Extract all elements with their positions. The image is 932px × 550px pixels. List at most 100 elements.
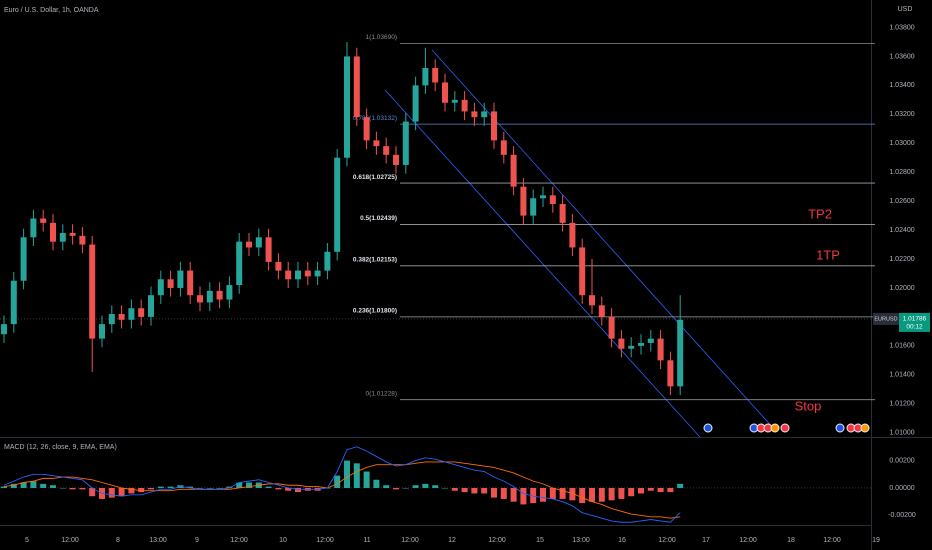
event-icon[interactable] — [780, 423, 790, 433]
histogram-bar — [69, 487, 76, 490]
histogram-bar — [618, 487, 625, 499]
x-tick-label: 12 — [448, 537, 456, 544]
candle-body — [30, 218, 37, 238]
candle-body — [393, 154, 399, 165]
y-tick-label: 0.00000 — [889, 485, 914, 492]
y-tick-label: -0.00200 — [888, 512, 916, 519]
fib-label: 1(1.03690) — [366, 34, 397, 41]
histogram-bar — [236, 482, 243, 488]
histogram-bar — [638, 487, 644, 494]
candle-body — [363, 117, 370, 141]
candle-body — [128, 308, 135, 320]
fib-label: 0.618(1.02725) — [353, 174, 397, 181]
candle-body — [647, 338, 654, 343]
histogram-bar — [677, 483, 684, 488]
x-tick-label: 12:00 — [316, 537, 334, 544]
candle-body — [589, 295, 595, 306]
x-tick-label: 18 — [787, 537, 795, 544]
candle-body — [481, 111, 488, 118]
fib-label: 0.236(1.01800) — [353, 308, 397, 315]
x-tick-label: 17 — [702, 537, 710, 544]
event-icon[interactable] — [703, 423, 713, 433]
candle-body — [608, 316, 615, 339]
histogram-bar — [432, 485, 439, 488]
candle-body — [579, 247, 586, 296]
histogram-bar — [157, 486, 164, 488]
histogram-bar — [10, 483, 17, 488]
candle-body — [549, 195, 556, 205]
histogram-bar — [628, 487, 635, 497]
histogram-bar — [373, 479, 380, 488]
histogram-bar — [30, 481, 37, 488]
annotation: TP2 — [808, 206, 832, 221]
candle-body — [216, 290, 223, 300]
event-icon[interactable] — [860, 423, 870, 433]
candle-body — [206, 290, 213, 303]
candle-body — [442, 82, 448, 103]
candle-body — [148, 295, 154, 317]
event-icon[interactable] — [770, 423, 780, 433]
y-tick-label: 1.02800 — [889, 169, 914, 176]
x-tick-label: 15 — [536, 537, 544, 544]
x-tick-label: 13:00 — [572, 537, 590, 544]
x-tick-label: 11 — [363, 537, 370, 544]
histogram-bar — [451, 487, 458, 491]
candle-body — [118, 314, 125, 320]
histogram-bar — [265, 486, 272, 488]
candle-body — [304, 270, 311, 277]
histogram-bar — [461, 487, 468, 493]
candle-body — [59, 232, 66, 242]
histogram-bar — [559, 487, 566, 499]
candle-body — [99, 324, 105, 339]
candle-body — [657, 338, 664, 361]
candle-body — [618, 338, 625, 349]
histogram-bar — [402, 487, 409, 489]
histogram-bar — [138, 487, 145, 493]
candle-body — [667, 360, 674, 387]
candle-body — [402, 121, 409, 165]
candle-body — [598, 305, 605, 317]
candle-body — [638, 342, 644, 346]
annotation: Stop — [795, 398, 822, 413]
indicator-title: MACD (12, 26, close, 9, EMA, EMA) — [4, 444, 117, 451]
x-tick-label: 12:00 — [401, 537, 419, 544]
symbol-badge — [873, 312, 899, 325]
x-tick-label: 12:00 — [823, 537, 841, 544]
symbol-label: EURUSD — [874, 316, 897, 322]
candle-body — [40, 218, 47, 223]
candle-body — [236, 241, 243, 286]
candle-body — [412, 85, 419, 122]
y-tick-label: 1.03600 — [889, 53, 914, 60]
histogram-bar — [579, 487, 586, 504]
histogram-bar — [442, 487, 448, 489]
y-tick-label: 1.02000 — [889, 285, 914, 292]
candle-body — [559, 204, 566, 223]
y-tick-label: 1.03200 — [889, 111, 914, 118]
y-tick-label: 1.01400 — [889, 372, 914, 379]
candle-body — [69, 232, 76, 236]
candle-body — [246, 241, 252, 248]
histogram-bar — [393, 487, 399, 490]
candle-body — [569, 222, 576, 248]
candle-body — [285, 270, 292, 280]
histogram-bar — [481, 487, 488, 494]
price-label: 1.01786 — [903, 316, 927, 323]
candle-body — [226, 285, 233, 300]
histogram-bar — [589, 487, 595, 502]
y-tick-label: 1.02600 — [889, 198, 914, 205]
event-icon[interactable] — [835, 423, 845, 433]
histogram-bar — [500, 487, 507, 499]
histogram-bar — [598, 487, 605, 502]
candle-body — [422, 68, 429, 86]
histogram-bar — [197, 487, 203, 489]
candle-body — [324, 251, 331, 271]
candle-body — [314, 270, 321, 277]
candle-body — [255, 237, 262, 248]
candle-body — [167, 279, 174, 288]
x-tick-label: 8 — [116, 537, 120, 544]
x-tick-label: 13:00 — [149, 537, 167, 544]
x-tick-label: 10 — [279, 537, 287, 544]
candle-body — [265, 237, 272, 262]
candle-body — [295, 270, 301, 280]
